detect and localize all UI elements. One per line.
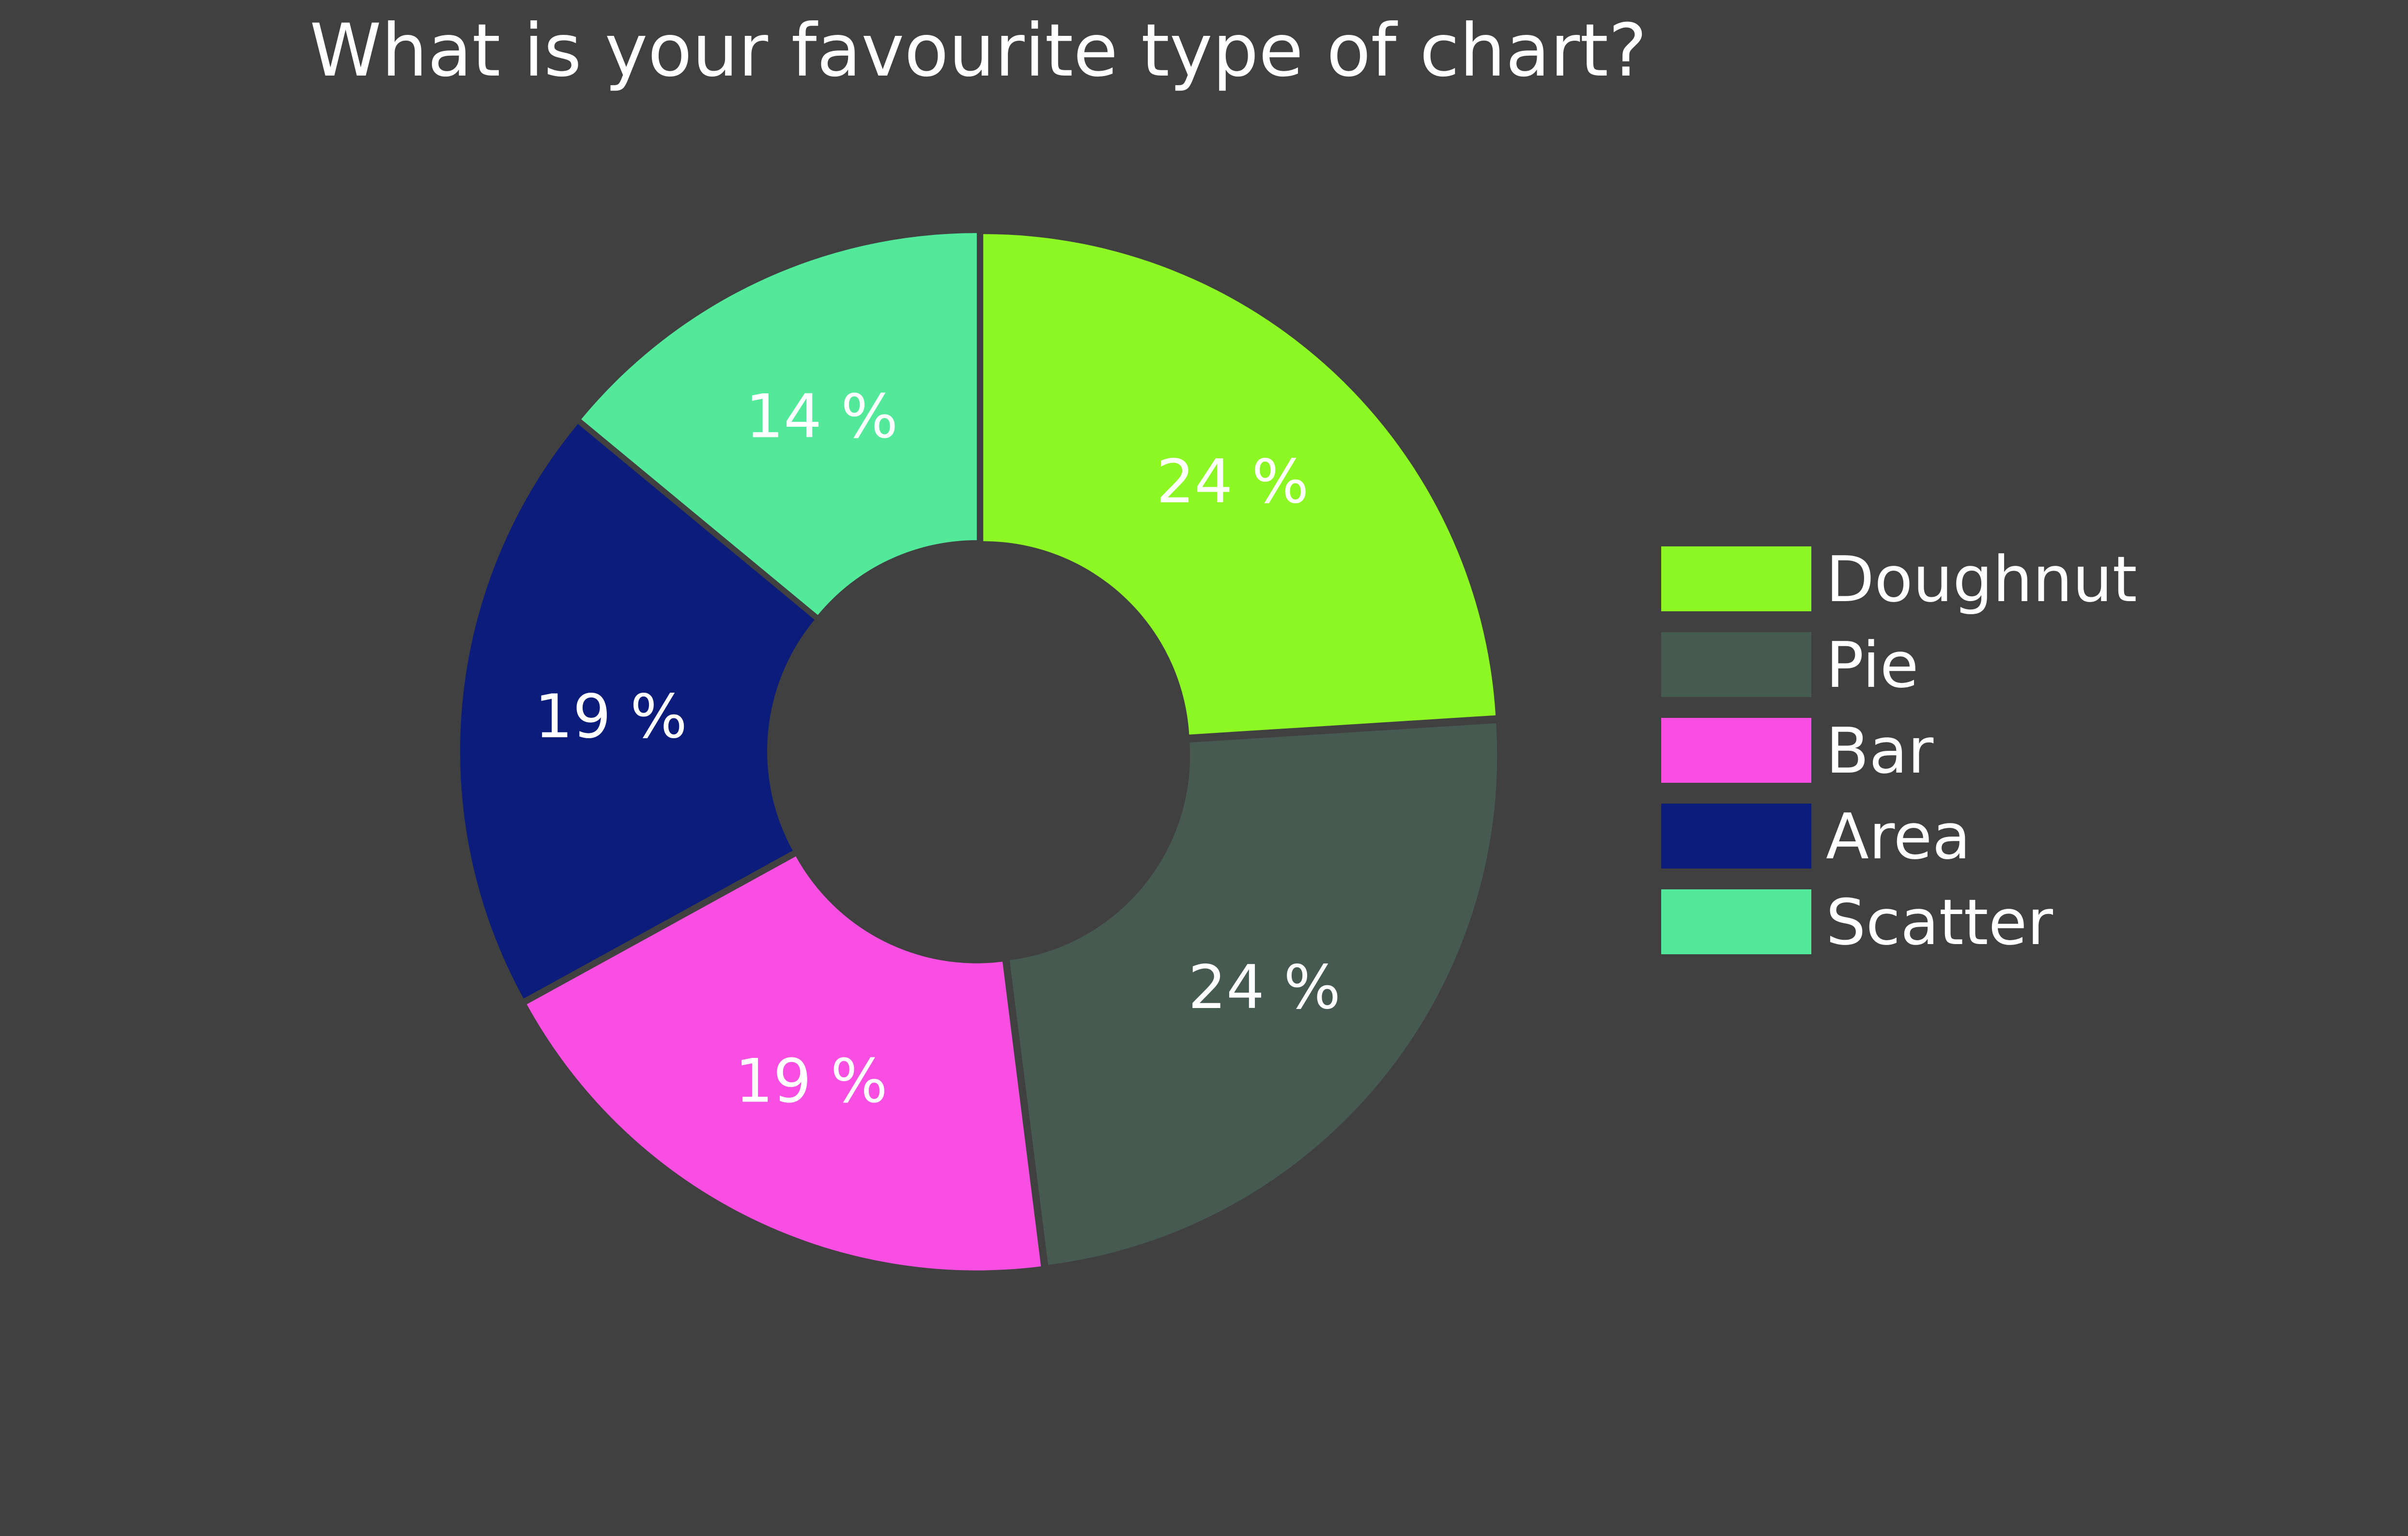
legend-label: Area (1826, 800, 1971, 873)
legend-swatch (1661, 718, 1811, 783)
donut-slices (460, 233, 1497, 1271)
slice-value-label-bar: 19 % (735, 1047, 888, 1117)
slice-value-label-area: 19 % (535, 682, 687, 752)
donut-slice-bar (526, 856, 1041, 1271)
donut-slice-pie (1009, 723, 1497, 1265)
donut-slice-area (460, 424, 815, 999)
donut-slice-labels: 24 % 24 % 19 % 19 % 14 % (535, 382, 1341, 1117)
legend-label: Scatter (1826, 885, 2053, 959)
legend-label: Doughnut (1826, 543, 2137, 616)
legend-swatch (1661, 546, 1811, 611)
legend-swatch (1661, 804, 1811, 869)
legend-swatch (1661, 889, 1811, 954)
legend-swatch (1661, 632, 1811, 697)
slice-value-label-doughnut: 24 % (1156, 447, 1309, 517)
legend-label: Bar (1826, 714, 1934, 788)
donut-slice-doughnut (983, 234, 1496, 735)
legend-label: Pie (1826, 628, 1919, 702)
slice-value-label-pie: 24 % (1188, 953, 1341, 1023)
donut-slice-scatter (581, 233, 977, 615)
slice-value-label-scatter: 14 % (745, 382, 898, 452)
chart-title: What is your favourite type of chart? (309, 9, 1647, 93)
